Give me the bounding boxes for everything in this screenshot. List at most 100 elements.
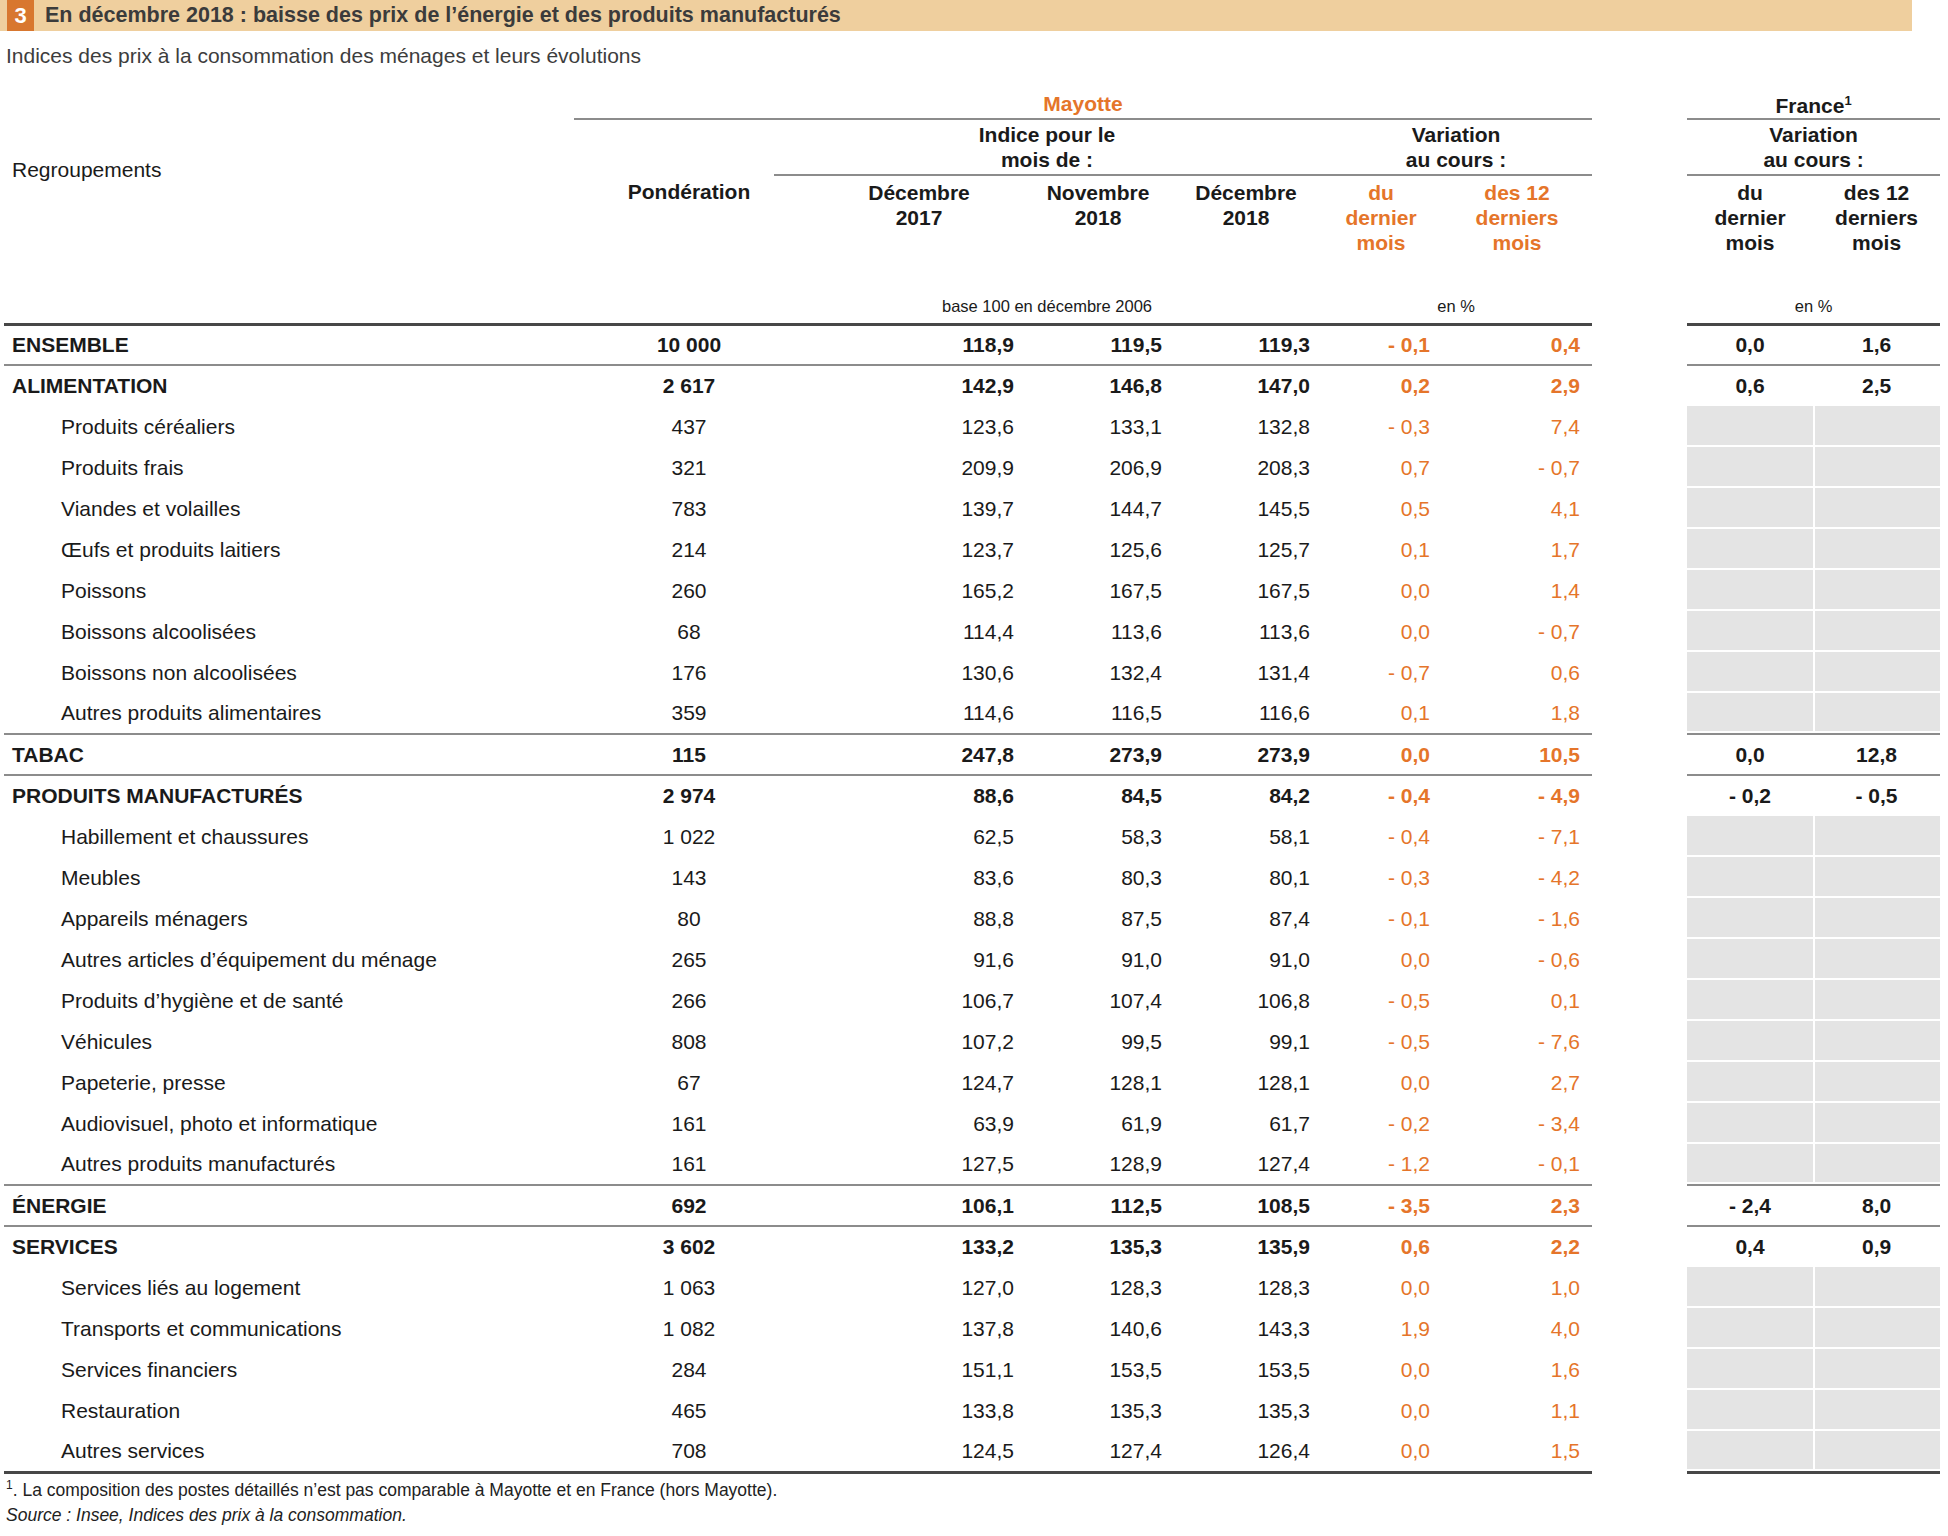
- cell-value: 208,3: [1172, 447, 1320, 488]
- row-label: Produits céréaliers: [4, 406, 574, 447]
- column-gap-cell: [1592, 816, 1687, 857]
- footnote-1: 1. La composition des postes détaillés n…: [6, 1478, 777, 1501]
- cell-value: 133,8: [774, 1390, 1024, 1431]
- table-row: Produits céréaliers437123,6133,1132,8- 0…: [4, 406, 1940, 447]
- cell-value: 0,0: [1320, 1349, 1442, 1390]
- cell-value: 128,3: [1172, 1267, 1320, 1308]
- cell-value: 1,4: [1442, 570, 1592, 611]
- column-header-regroupements: Regroupements: [4, 88, 574, 324]
- cell-value-france: [1687, 939, 1813, 980]
- cell-value-france: - 2,4: [1687, 1185, 1813, 1226]
- cell-value: 127,5: [774, 1144, 1024, 1185]
- table-row: Œufs et produits laitiers214123,7125,612…: [4, 529, 1940, 570]
- table-row: Audiovisuel, photo et informatique16163,…: [4, 1103, 1940, 1144]
- table-row: ÉNERGIE692106,1112,5108,5- 3,52,3- 2,48,…: [4, 1185, 1940, 1226]
- table-row: Papeterie, presse67124,7128,1128,10,02,7: [4, 1062, 1940, 1103]
- unit-note-pct-france: en %: [1687, 291, 1940, 324]
- cell-value: 0,0: [1320, 1062, 1442, 1103]
- cell-value: - 3,5: [1320, 1185, 1442, 1226]
- cell-value: 708: [574, 1431, 774, 1472]
- column-header-nov-2018: Novembre 2018: [1024, 175, 1172, 291]
- table-row: Transports et communications1 082137,814…: [4, 1308, 1940, 1349]
- column-gap-cell: [1592, 1021, 1687, 1062]
- cell-value: 140,6: [1024, 1308, 1172, 1349]
- cell-value-france: [1813, 488, 1940, 529]
- cell-value: 2,9: [1442, 365, 1592, 406]
- row-label: ALIMENTATION: [4, 365, 574, 406]
- cell-value-france: [1687, 1021, 1813, 1062]
- cell-value: 128,3: [1024, 1267, 1172, 1308]
- cell-value: 214: [574, 529, 774, 570]
- column-gap-cell: [1592, 1226, 1687, 1267]
- cell-value-france: [1813, 1021, 1940, 1062]
- group-header-mayotte: Mayotte: [574, 88, 1592, 119]
- group-header-france: France1: [1687, 88, 1940, 119]
- cell-value-france: 2,5: [1813, 365, 1940, 406]
- cell-value: 808: [574, 1021, 774, 1062]
- cell-value-france: [1813, 898, 1940, 939]
- column-header-ponderation: Pondération: [574, 175, 774, 291]
- column-header-mayotte-dernier-mois: du dernier mois: [1320, 175, 1442, 291]
- cell-value-france: 0,0: [1687, 734, 1813, 775]
- cell-value: 1,6: [1442, 1349, 1592, 1390]
- cell-value-france: [1813, 1431, 1940, 1472]
- cell-value: 132,4: [1024, 652, 1172, 693]
- cell-value: - 7,6: [1442, 1021, 1592, 1062]
- cell-value: 2 617: [574, 365, 774, 406]
- cell-value-france: 0,9: [1813, 1226, 1940, 1267]
- column-gap-cell: [1592, 898, 1687, 939]
- table-row: Véhicules808107,299,599,1- 0,5- 7,6: [4, 1021, 1940, 1062]
- cell-value: 139,7: [774, 488, 1024, 529]
- cell-value: 165,2: [774, 570, 1024, 611]
- cell-value: 167,5: [1024, 570, 1172, 611]
- cell-value: 61,7: [1172, 1103, 1320, 1144]
- cell-value: 116,5: [1024, 693, 1172, 734]
- column-gap-cell: [1592, 488, 1687, 529]
- cell-value: 63,9: [774, 1103, 1024, 1144]
- cell-value: 161: [574, 1103, 774, 1144]
- cell-value: 2,2: [1442, 1226, 1592, 1267]
- column-gap-cell: [1592, 570, 1687, 611]
- row-label: Autres services: [4, 1431, 574, 1472]
- cell-value: 68: [574, 611, 774, 652]
- cell-value: 437: [574, 406, 774, 447]
- column-gap-cell: [1592, 1431, 1687, 1472]
- cell-value-france: 0,6: [1687, 365, 1813, 406]
- cell-value: 125,7: [1172, 529, 1320, 570]
- cell-value: 273,9: [1172, 734, 1320, 775]
- column-gap-cell: [1592, 980, 1687, 1021]
- cell-value-france: [1687, 570, 1813, 611]
- table-body: ENSEMBLE10 000118,9119,5119,3- 0,10,40,0…: [4, 324, 1940, 1472]
- cell-value-france: [1813, 1144, 1940, 1185]
- column-gap-cell: [1592, 1308, 1687, 1349]
- column-gap-cell: [1592, 1062, 1687, 1103]
- cell-value: 10 000: [574, 324, 774, 365]
- table-row: Services financiers284151,1153,5153,50,0…: [4, 1349, 1940, 1390]
- table-row: Appareils ménagers8088,887,587,4- 0,1- 1…: [4, 898, 1940, 939]
- cell-value: 206,9: [1024, 447, 1172, 488]
- cell-value-france: [1687, 529, 1813, 570]
- cell-value: 118,9: [774, 324, 1024, 365]
- cell-value: 114,4: [774, 611, 1024, 652]
- cell-value: 1,7: [1442, 529, 1592, 570]
- cell-value-france: [1687, 693, 1813, 734]
- column-gap-cell: [1592, 1267, 1687, 1308]
- cell-value-france: [1813, 1267, 1940, 1308]
- row-label: PRODUITS MANUFACTURÉS: [4, 775, 574, 816]
- table-row: SERVICES3 602133,2135,3135,90,62,20,40,9: [4, 1226, 1940, 1267]
- cell-value-france: [1687, 1349, 1813, 1390]
- table-row: Produits frais321209,9206,9208,30,7- 0,7: [4, 447, 1940, 488]
- cell-value: 161: [574, 1144, 774, 1185]
- cell-value-france: [1813, 570, 1940, 611]
- cell-value: - 0,1: [1320, 324, 1442, 365]
- table-row: TABAC115247,8273,9273,90,010,50,012,8: [4, 734, 1940, 775]
- cell-value: - 0,1: [1442, 1144, 1592, 1185]
- cell-value-france: [1687, 980, 1813, 1021]
- table-row: Autres services708124,5127,4126,40,01,5: [4, 1431, 1940, 1472]
- cell-value: 124,7: [774, 1062, 1024, 1103]
- cell-value: 99,5: [1024, 1021, 1172, 1062]
- table-row: Boissons alcoolisées68114,4113,6113,60,0…: [4, 611, 1940, 652]
- cell-value: 125,6: [1024, 529, 1172, 570]
- row-label: Véhicules: [4, 1021, 574, 1062]
- cell-value-france: [1813, 529, 1940, 570]
